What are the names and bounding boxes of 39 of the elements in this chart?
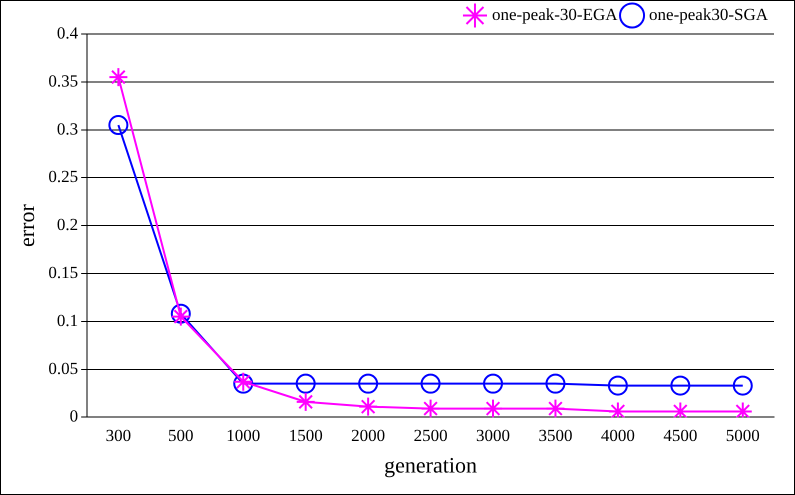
x-tick-label: 3500 xyxy=(538,426,572,445)
x-tick-label: 300 xyxy=(106,426,132,445)
x-tick-label: 1500 xyxy=(288,426,323,445)
point xyxy=(420,398,441,418)
y-tick-label: 0.3 xyxy=(56,119,78,138)
point xyxy=(670,376,690,396)
legend-label: one-peak-30-EGA xyxy=(492,4,618,24)
y-tick-label: 0.35 xyxy=(48,71,78,90)
y-tick-label: 0 xyxy=(70,406,78,426)
x-tick-label: 500 xyxy=(168,426,194,445)
x-axis-title: generation xyxy=(384,452,478,478)
point xyxy=(545,398,566,418)
y-tick-label: 0.15 xyxy=(48,262,78,282)
point xyxy=(296,374,316,394)
y-axis-title: error xyxy=(14,204,39,247)
point xyxy=(420,374,441,394)
point xyxy=(108,67,128,88)
point xyxy=(483,374,504,394)
legend-label: one-peak30-SGA xyxy=(649,4,769,24)
point xyxy=(296,392,316,412)
x-tick-label: 1000 xyxy=(226,426,260,445)
y-tick-label: 0.05 xyxy=(48,358,78,378)
point xyxy=(608,376,628,396)
point xyxy=(545,374,566,394)
point xyxy=(358,396,378,417)
point xyxy=(358,374,378,394)
y-tick-label: 0.1 xyxy=(56,310,78,330)
y-tick-label: 0.4 xyxy=(56,23,79,42)
x-tick-label: 2000 xyxy=(351,426,386,445)
x-tick-label: 4000 xyxy=(600,426,635,445)
x-tick-label: 2500 xyxy=(414,426,448,445)
point xyxy=(483,398,504,418)
x-tick-label: 4500 xyxy=(663,426,698,445)
x-tick-label: 5000 xyxy=(726,426,760,445)
y-tick-label: 0.25 xyxy=(48,167,78,186)
point xyxy=(732,376,753,396)
x-tick-label: 3000 xyxy=(476,426,510,445)
point xyxy=(108,115,128,136)
y-tick-label: 0.2 xyxy=(56,215,78,234)
